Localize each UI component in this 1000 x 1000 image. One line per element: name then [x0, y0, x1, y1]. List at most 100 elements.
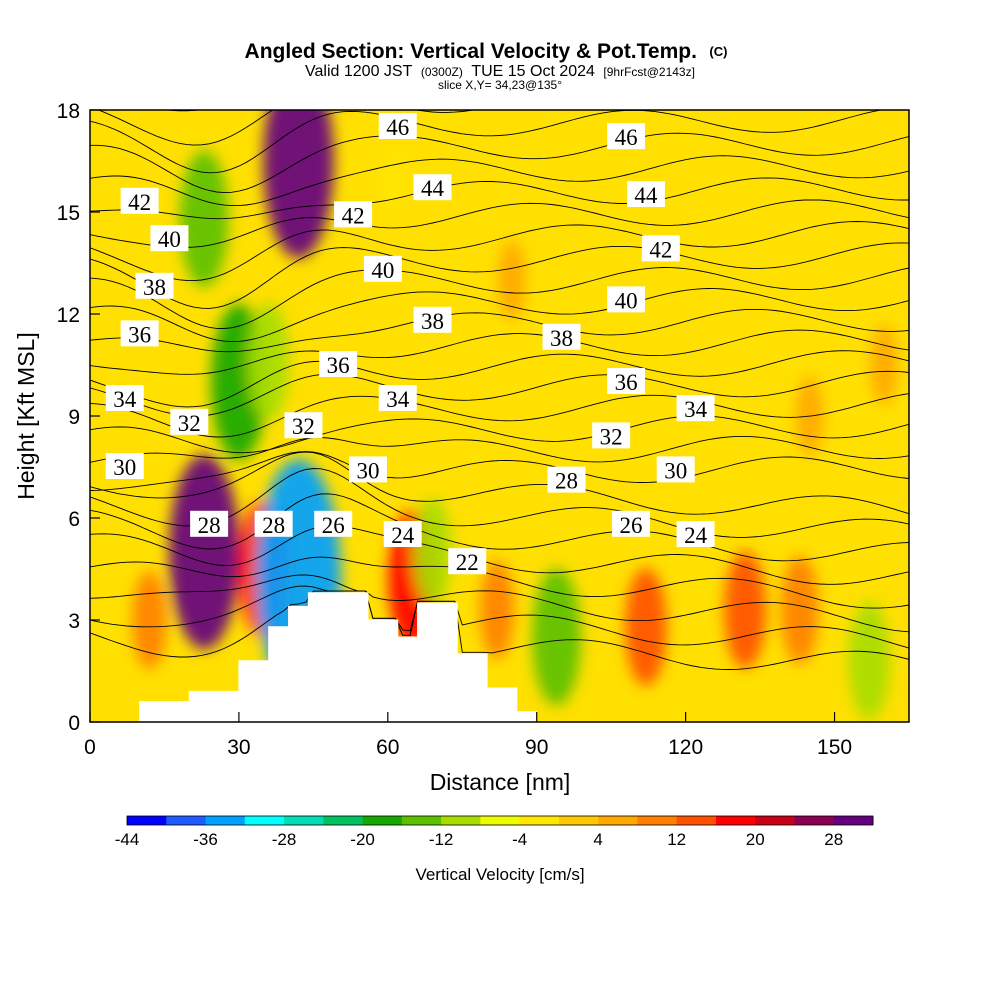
isentrope-label-18: 34 — [676, 395, 715, 422]
x-tick-label: 0 — [84, 736, 96, 759]
isentrope-label-text: 28 — [555, 469, 578, 494]
isentrope-33 — [90, 393, 909, 438]
isentrope-label-text: 22 — [456, 550, 479, 575]
isentrope-label-12: 38 — [542, 323, 581, 351]
colorbar-tick-label: -4 — [512, 830, 527, 849]
velocity-cell-2 — [247, 302, 290, 421]
colorbar-tick-label: -12 — [429, 830, 454, 849]
colorbar-swatch — [598, 816, 638, 825]
colorbar-tick-label: -28 — [272, 830, 297, 849]
forecast-info: [9hrFcst@2143z] — [603, 65, 695, 79]
isentrope-label-text: 32 — [292, 414, 315, 439]
isentrope-46 — [90, 110, 884, 174]
isentrope-label-2: 44 — [413, 174, 452, 201]
colorbar-swatch — [833, 816, 874, 825]
isentrope-24 — [90, 574, 909, 633]
isentrope-47 — [97, 110, 477, 146]
colorbar-swatch — [676, 816, 717, 825]
isentrope-label-23: 30 — [348, 456, 387, 483]
velocity-cell-16 — [498, 240, 526, 320]
isentrope-label-9: 40 — [607, 286, 646, 313]
isentrope-22 — [90, 590, 909, 670]
isentrope-label-text: 42 — [342, 203, 365, 228]
valid-utc: (0300Z) — [421, 65, 463, 79]
isentrope-26 — [90, 525, 909, 585]
isentrope-label-3: 44 — [626, 181, 665, 208]
isentrope-40 — [90, 242, 909, 309]
velocity-cell-15 — [848, 602, 891, 720]
isentrope-25 — [90, 556, 909, 609]
isentrope-31 — [90, 435, 909, 463]
isentrope-label-26: 28 — [254, 510, 293, 538]
isentrope-label-19: 32 — [170, 408, 209, 436]
colorbar-tick-label: 20 — [746, 830, 765, 849]
colorbar-swatch — [127, 816, 167, 825]
isentrope-label-text: 44 — [421, 176, 445, 201]
colorbar-swatch — [362, 816, 403, 825]
isentrope-label-8: 40 — [363, 255, 402, 283]
y-tick-label: 12 — [57, 304, 80, 327]
colorbar-swatch — [166, 816, 207, 825]
isentrope-label-0: 46 — [378, 113, 417, 140]
isentrope-label-32: 22 — [448, 548, 487, 575]
velocity-cell-17 — [870, 325, 898, 405]
y-tick-label: 0 — [68, 712, 80, 735]
colorbar-tick-label: -36 — [193, 830, 218, 849]
isentrope-label-text: 38 — [550, 326, 573, 351]
isentrope-43 — [90, 177, 909, 220]
isentrope-label-text: 24 — [391, 523, 415, 548]
x-tick-label: 120 — [668, 736, 703, 759]
colorbar-swatch — [244, 816, 285, 825]
y-axis: 0 3 6 9 12 15 18 — [57, 100, 100, 735]
isentrope-42 — [90, 199, 909, 248]
isentrope-label-text: 44 — [634, 183, 658, 208]
isentrope-label-text: 34 — [113, 387, 137, 412]
velocity-cell-6 — [132, 570, 167, 670]
isentrope-label-22: 30 — [105, 453, 144, 480]
y-tick-label: 9 — [68, 406, 80, 429]
isentrope-label-text: 36 — [615, 370, 638, 395]
isentrope-label-28: 26 — [314, 510, 353, 538]
x-axis-label: Distance [nm] — [430, 769, 571, 795]
isentrope-label-5: 42 — [334, 201, 373, 228]
x-tick-label: 60 — [376, 736, 399, 759]
isentrope-label-text: 30 — [664, 458, 687, 483]
isentrope-44 — [90, 155, 909, 207]
isentrope-label-text: 36 — [327, 353, 350, 378]
isentrope-34 — [90, 370, 909, 417]
colorbar-swatch — [558, 816, 599, 825]
isentrope-label-text: 40 — [615, 288, 638, 313]
y-tick-label: 18 — [57, 100, 80, 123]
colorbar-swatch — [480, 816, 521, 825]
isentrope-35 — [90, 350, 909, 408]
velocity-cell-13 — [724, 551, 766, 669]
isentrope-label-text: 28 — [198, 513, 221, 538]
velocity-cell-12 — [625, 568, 667, 686]
y-tick-label: 6 — [68, 508, 80, 531]
x-axis: 0 30 60 90 120 150 — [84, 712, 852, 759]
isentrope-32 — [90, 415, 909, 454]
x-tick-label: 30 — [227, 736, 250, 759]
velocity-cell-19 — [380, 143, 405, 213]
chart-title: Angled Section: Vertical Velocity & Pot.… — [245, 40, 728, 63]
isentrope-label-text: 30 — [356, 458, 379, 483]
isentrope-label-text: 34 — [386, 387, 410, 412]
y-tick-label: 15 — [57, 202, 80, 225]
isentrope-label-text: 28 — [262, 513, 285, 538]
isentrope-label-11: 38 — [413, 306, 452, 334]
colorbar-swatch — [284, 816, 324, 825]
x-tick-label: 90 — [525, 736, 548, 759]
colorbar-tick-label: 28 — [824, 830, 843, 849]
isentrope-39 — [90, 267, 909, 329]
isentrope-label-7: 40 — [150, 225, 189, 252]
isentrope-label-text: 24 — [684, 523, 708, 548]
colorbar-swatch — [205, 816, 246, 825]
isentrope-label-text: 30 — [113, 455, 136, 480]
isentrope-27 — [90, 493, 909, 562]
colorbar-swatch — [519, 816, 560, 825]
velocity-cell-9 — [413, 498, 452, 606]
colorbar-swatch — [441, 816, 481, 825]
colorbar: -44 -36 -28 -20 -12 -4 4 12 20 28 — [115, 815, 874, 849]
slice-info: slice X,Y= 34,23@135° — [438, 78, 562, 92]
